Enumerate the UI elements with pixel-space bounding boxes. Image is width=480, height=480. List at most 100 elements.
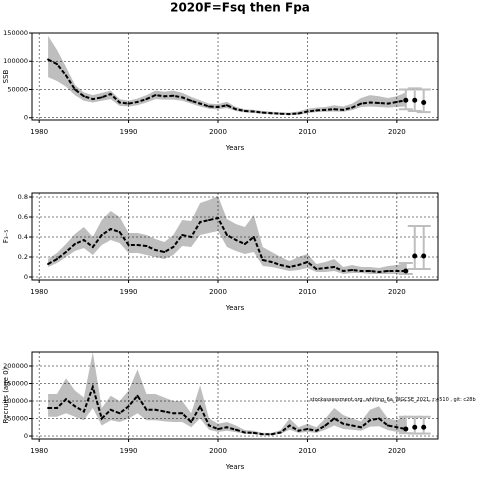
- forecast-point: [403, 268, 409, 274]
- estimate-point: [127, 405, 130, 408]
- forecast-point: [421, 253, 427, 259]
- estimate-point: [270, 261, 273, 263]
- estimate-point: [145, 408, 148, 411]
- estimate-point: [261, 111, 264, 114]
- y-tick-label: 200000: [3, 362, 28, 370]
- estimate-point: [369, 101, 372, 104]
- estimate-point: [145, 245, 148, 247]
- estimate-point: [127, 244, 130, 246]
- confidence-band: [48, 352, 406, 435]
- estimate-point: [315, 429, 318, 432]
- estimate-point: [73, 243, 76, 245]
- forecast-point: [403, 426, 409, 432]
- estimate-point: [181, 96, 184, 99]
- estimate-point: [351, 106, 354, 109]
- estimate-point: [279, 264, 282, 266]
- estimate-point: [261, 433, 264, 436]
- estimate-point: [243, 243, 246, 245]
- estimate-point: [369, 419, 372, 422]
- estimate-point: [47, 58, 50, 61]
- x-tick-label: 2010: [299, 447, 317, 455]
- x-tick-label: 2000: [209, 128, 227, 136]
- x-tick-label: 2000: [209, 288, 227, 296]
- forecast-point: [412, 253, 418, 259]
- estimate-point: [181, 234, 184, 236]
- estimate-point: [136, 394, 139, 397]
- estimate-point: [47, 407, 50, 410]
- estimate-point: [163, 410, 166, 413]
- estimate-point: [225, 234, 228, 236]
- x-axis-label: Years: [225, 304, 245, 312]
- estimate-point: [127, 102, 130, 105]
- y-axis-label: Recruits (age 0): [2, 367, 10, 423]
- estimate-point: [297, 112, 300, 115]
- estimate-point: [288, 266, 291, 268]
- estimate-point: [64, 251, 67, 253]
- y-tick-label: 100000: [3, 397, 28, 405]
- y-tick-label: 0.6: [18, 213, 28, 221]
- x-tick-label: 1990: [120, 288, 138, 296]
- x-tick-label: 2020: [388, 447, 406, 455]
- estimate-point: [163, 251, 166, 253]
- panel: 0 50000 100000 150000 200000 1980 1990 2000 2010…: [2, 351, 476, 471]
- x-tick-label: 1980: [30, 288, 48, 296]
- estimate-point: [118, 101, 121, 104]
- panel: 0 50000 100000 150000 1980 1990 2000 2010 2020 Ye…: [2, 29, 439, 152]
- estimate-point: [386, 270, 389, 272]
- estimate-point: [234, 239, 237, 241]
- estimate-point: [333, 108, 336, 111]
- estimate-point: [109, 228, 112, 230]
- estimate-point: [118, 412, 121, 415]
- y-tick-label: 0: [24, 273, 28, 281]
- estimate-point: [306, 261, 309, 263]
- estimate-point: [252, 110, 255, 113]
- estimate-point: [288, 424, 291, 427]
- x-axis-label: Years: [225, 144, 245, 152]
- estimate-point: [136, 244, 139, 246]
- estimate-point: [47, 263, 50, 265]
- forecast-point: [403, 97, 409, 103]
- x-tick-label: 2020: [388, 288, 406, 296]
- estimate-point: [342, 422, 345, 425]
- y-tick-label: 150000: [3, 380, 28, 388]
- x-tick-label: 2010: [299, 128, 317, 136]
- plot-frame: [31, 32, 439, 121]
- estimate-point: [377, 102, 380, 105]
- estimate-point: [315, 109, 318, 112]
- estimate-point: [333, 266, 336, 268]
- y-axis-label: SSB: [2, 69, 10, 83]
- estimate-point: [199, 102, 202, 105]
- estimate-point: [172, 412, 175, 415]
- estimate-point: [217, 428, 220, 431]
- x-tick-label: 1980: [30, 128, 48, 136]
- estimate-point: [118, 231, 121, 233]
- panel: 0 0.2 0.4 0.6 0.8 1980 1990 2000 2010 2020 Years F₃…: [2, 192, 439, 312]
- x-axis-label: Years: [225, 463, 245, 471]
- estimate-point: [154, 408, 157, 411]
- forecast-point: [421, 99, 427, 105]
- estimate-point: [395, 100, 398, 103]
- y-tick-label: 0.8: [18, 193, 28, 201]
- estimate-point: [199, 221, 202, 223]
- estimate-point: [377, 417, 380, 420]
- estimate-point: [56, 407, 59, 410]
- estimate-point: [360, 270, 363, 272]
- plot-frame: [31, 351, 439, 440]
- estimate-point: [190, 99, 193, 102]
- estimate-point: [145, 98, 148, 101]
- estimate-point: [351, 269, 354, 271]
- estimate-point: [172, 246, 175, 248]
- estimate-point: [172, 94, 175, 97]
- estimate-point: [154, 249, 157, 251]
- estimate-point: [181, 412, 184, 415]
- estimate-point: [324, 108, 327, 111]
- estimate-point: [190, 236, 193, 238]
- estimate-point: [243, 431, 246, 434]
- estimate-point: [377, 271, 380, 273]
- forecast-point: [412, 424, 418, 430]
- estimate-point: [82, 95, 85, 98]
- estimate-point: [279, 431, 282, 434]
- y-tick-label: 50000: [7, 85, 28, 93]
- y-tick-label: 50000: [7, 415, 28, 423]
